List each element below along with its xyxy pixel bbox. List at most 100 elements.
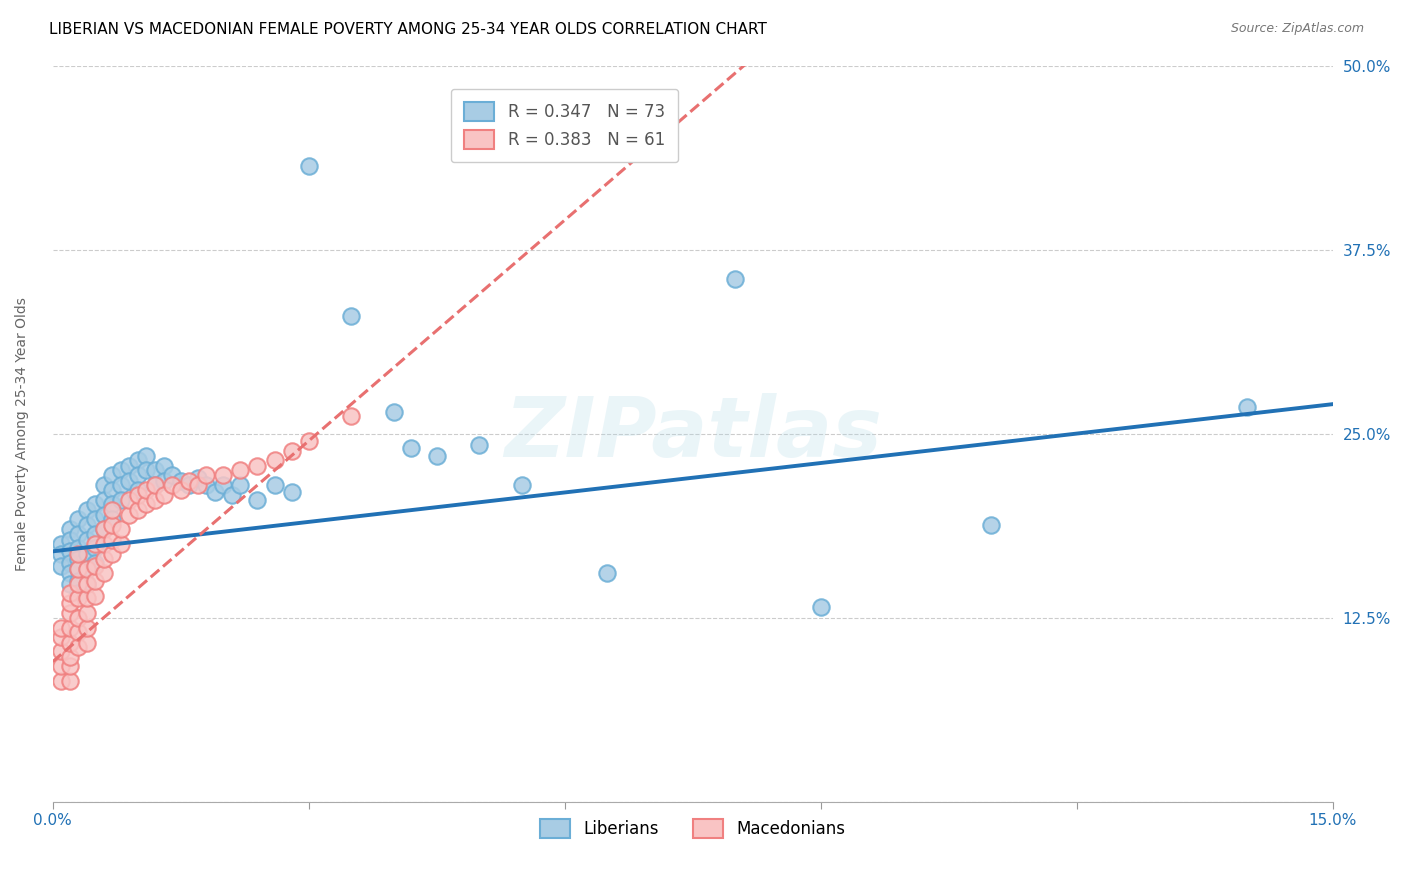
Point xyxy=(84,559,107,574)
Point xyxy=(152,474,174,488)
Point xyxy=(67,541,90,556)
Point xyxy=(59,621,82,635)
Point xyxy=(93,537,115,551)
Point xyxy=(67,526,90,541)
Point xyxy=(160,478,183,492)
Point xyxy=(49,630,72,644)
Point xyxy=(382,404,405,418)
Point xyxy=(127,467,149,482)
Point xyxy=(980,517,1002,532)
Point xyxy=(229,463,252,477)
Point xyxy=(84,574,107,588)
Point xyxy=(49,673,72,688)
Point xyxy=(101,483,124,497)
Point xyxy=(101,533,124,547)
Point xyxy=(76,503,98,517)
Point xyxy=(212,467,235,482)
Point xyxy=(59,585,82,599)
Point xyxy=(59,659,82,673)
Point xyxy=(135,449,157,463)
Point xyxy=(76,591,98,606)
Text: Source: ZipAtlas.com: Source: ZipAtlas.com xyxy=(1230,22,1364,36)
Point xyxy=(127,453,149,467)
Point xyxy=(101,547,124,561)
Point xyxy=(135,463,157,477)
Point xyxy=(246,492,269,507)
Point xyxy=(67,585,90,599)
Point xyxy=(67,562,90,576)
Point xyxy=(426,449,449,463)
Point xyxy=(280,485,302,500)
Point xyxy=(67,562,90,576)
Point xyxy=(127,503,149,517)
Point xyxy=(110,478,132,492)
Point xyxy=(49,559,72,574)
Point xyxy=(298,159,321,173)
Point xyxy=(101,517,124,532)
Point xyxy=(195,467,218,482)
Point xyxy=(596,566,619,581)
Point xyxy=(179,478,201,492)
Point xyxy=(49,621,72,635)
Point xyxy=(76,547,98,561)
Point xyxy=(110,492,132,507)
Point xyxy=(510,478,533,492)
Point xyxy=(143,478,166,492)
Point xyxy=(84,497,107,511)
Point xyxy=(118,458,141,473)
Point xyxy=(143,463,166,477)
Point xyxy=(59,650,82,665)
Point xyxy=(810,600,832,615)
Point xyxy=(49,547,72,561)
Point xyxy=(49,644,72,658)
Point xyxy=(93,492,115,507)
Point xyxy=(76,621,98,635)
Point xyxy=(76,562,98,576)
Point xyxy=(187,478,209,492)
Point xyxy=(263,478,285,492)
Point xyxy=(127,488,149,502)
Point xyxy=(280,444,302,458)
Point xyxy=(76,576,98,591)
Point xyxy=(263,453,285,467)
Point xyxy=(93,551,115,566)
Point xyxy=(160,467,183,482)
Point xyxy=(59,556,82,570)
Point xyxy=(340,309,363,323)
Point xyxy=(195,478,218,492)
Point xyxy=(101,497,124,511)
Point xyxy=(59,522,82,536)
Point xyxy=(229,478,252,492)
Point xyxy=(246,458,269,473)
Point xyxy=(399,442,422,456)
Point xyxy=(187,471,209,485)
Point xyxy=(93,566,115,581)
Point xyxy=(59,566,82,581)
Point xyxy=(49,659,72,673)
Point xyxy=(169,483,191,497)
Point xyxy=(59,606,82,620)
Point xyxy=(143,478,166,492)
Point xyxy=(204,485,226,500)
Text: LIBERIAN VS MACEDONIAN FEMALE POVERTY AMONG 25-34 YEAR OLDS CORRELATION CHART: LIBERIAN VS MACEDONIAN FEMALE POVERTY AM… xyxy=(49,22,768,37)
Point xyxy=(49,537,72,551)
Point xyxy=(93,478,115,492)
Point xyxy=(59,544,82,558)
Point xyxy=(67,625,90,640)
Point xyxy=(76,562,98,576)
Point xyxy=(179,474,201,488)
Point xyxy=(76,606,98,620)
Point xyxy=(118,474,141,488)
Point xyxy=(67,512,90,526)
Point xyxy=(67,640,90,654)
Point xyxy=(118,492,141,507)
Point xyxy=(135,483,157,497)
Point xyxy=(221,488,243,502)
Point xyxy=(212,478,235,492)
Point xyxy=(1236,400,1258,414)
Legend: Liberians, Macedonians: Liberians, Macedonians xyxy=(534,813,852,845)
Point xyxy=(67,574,90,588)
Point xyxy=(135,497,157,511)
Point xyxy=(101,512,124,526)
Point xyxy=(152,458,174,473)
